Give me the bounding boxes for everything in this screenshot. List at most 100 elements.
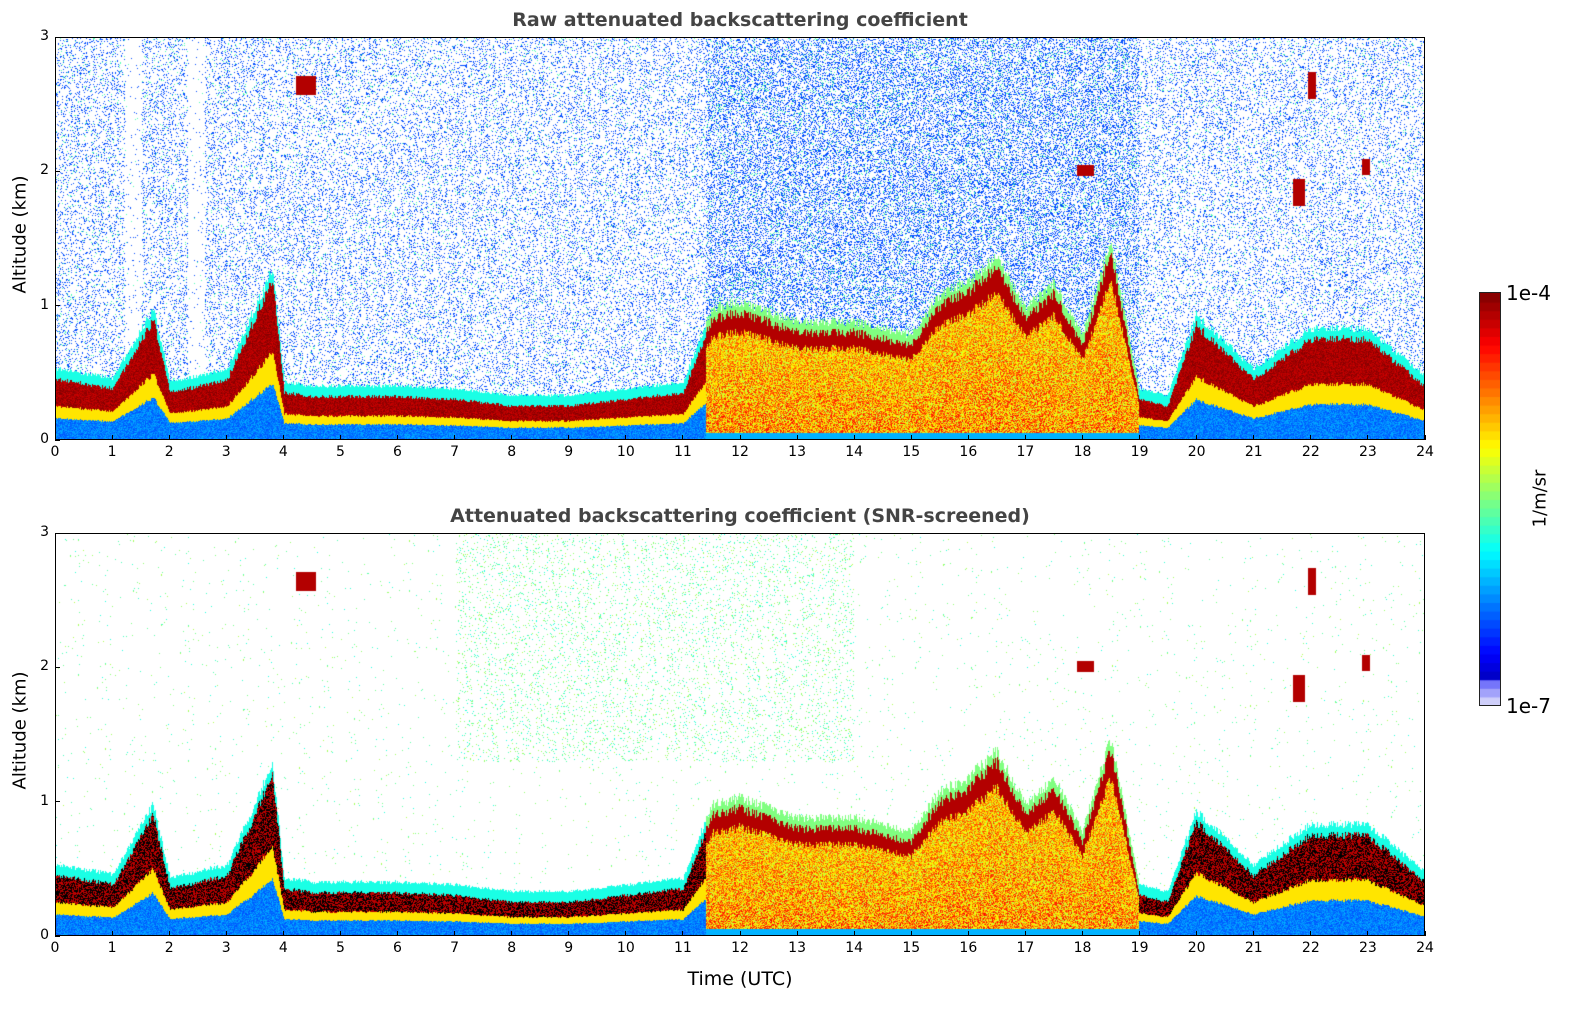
x-tick-mark bbox=[54, 435, 56, 440]
x-tick-label: 15 bbox=[902, 444, 921, 460]
x-tick-label: 24 bbox=[1416, 444, 1434, 460]
x-tick-label: 7 bbox=[450, 940, 460, 956]
raw-backscatter-panel bbox=[55, 37, 1425, 440]
x-tick-mark bbox=[625, 435, 627, 440]
bottom-y-axis-label: Altitude (km) bbox=[9, 671, 31, 790]
y-tick-label: 1 bbox=[40, 792, 49, 809]
x-tick-label: 6 bbox=[393, 940, 402, 956]
x-tick-mark bbox=[910, 931, 912, 936]
y-tick-label: 0 bbox=[40, 431, 49, 447]
y-tick-mark bbox=[55, 439, 60, 441]
x-tick-label: 8 bbox=[507, 444, 517, 460]
snr-screened-backscatter-heatmap bbox=[56, 534, 1424, 935]
x-tick-mark bbox=[111, 931, 113, 936]
y-tick-label: 1 bbox=[40, 296, 49, 313]
x-tick-label: 4 bbox=[278, 444, 288, 460]
x-tick-label: 7 bbox=[450, 444, 460, 460]
x-tick-label: 9 bbox=[564, 444, 574, 460]
x-tick-label: 1 bbox=[107, 940, 117, 956]
y-tick-mark bbox=[55, 935, 60, 937]
x-tick-label: 13 bbox=[788, 940, 806, 956]
x-tick-label: 22 bbox=[1301, 444, 1320, 460]
x-tick-mark bbox=[739, 931, 741, 936]
x-tick-mark bbox=[54, 931, 56, 936]
x-tick-label: 18 bbox=[1073, 940, 1092, 956]
x-tick-label: 13 bbox=[788, 444, 806, 460]
x-tick-mark bbox=[397, 435, 398, 440]
x-tick-mark bbox=[910, 435, 912, 440]
x-tick-label: 2 bbox=[164, 940, 174, 956]
x-tick-label: 5 bbox=[335, 444, 345, 460]
x-tick-mark bbox=[168, 931, 170, 936]
x-tick-mark bbox=[339, 435, 341, 440]
x-tick-mark bbox=[967, 931, 969, 936]
x-tick-mark bbox=[282, 931, 284, 936]
x-axis-label: Time (UTC) bbox=[687, 968, 793, 990]
y-tick-mark bbox=[55, 801, 60, 803]
x-tick-mark bbox=[1310, 435, 1312, 440]
x-tick-mark bbox=[1082, 435, 1083, 440]
x-tick-label: 20 bbox=[1187, 940, 1206, 956]
colorbar-unit-label: 1/m/sr bbox=[1529, 469, 1551, 528]
x-tick-label: 12 bbox=[731, 444, 749, 460]
x-tick-label: 11 bbox=[673, 444, 692, 460]
x-tick-label: 21 bbox=[1244, 444, 1263, 460]
y-tick-mark bbox=[55, 36, 60, 38]
x-tick-mark bbox=[511, 435, 513, 440]
x-tick-mark bbox=[796, 931, 798, 936]
x-tick-label: 0 bbox=[50, 444, 60, 460]
x-tick-label: 9 bbox=[564, 940, 574, 956]
top-y-axis-label: Altitude (km) bbox=[9, 175, 31, 294]
y-tick-label: 0 bbox=[40, 927, 49, 943]
x-tick-label: 10 bbox=[616, 940, 635, 956]
x-tick-label: 11 bbox=[673, 940, 692, 956]
x-tick-mark bbox=[225, 435, 227, 440]
x-tick-label: 16 bbox=[959, 444, 978, 460]
x-tick-label: 16 bbox=[959, 940, 978, 956]
colorbar-min-label: 1e-7 bbox=[1506, 694, 1551, 718]
x-tick-label: 23 bbox=[1358, 940, 1377, 956]
raw-backscatter-heatmap bbox=[56, 38, 1424, 439]
y-tick-label: 2 bbox=[40, 162, 49, 179]
x-tick-label: 20 bbox=[1187, 444, 1206, 460]
y-tick-mark bbox=[55, 666, 60, 668]
x-tick-mark bbox=[1139, 435, 1141, 440]
x-tick-mark bbox=[853, 931, 855, 936]
x-tick-mark bbox=[1196, 931, 1198, 936]
x-tick-mark bbox=[1196, 435, 1198, 440]
top-chart-title: Raw attenuated backscattering coefficien… bbox=[512, 9, 968, 31]
x-tick-label: 19 bbox=[1130, 940, 1149, 956]
x-tick-mark bbox=[1424, 931, 1426, 936]
x-tick-mark bbox=[111, 435, 113, 440]
x-tick-mark bbox=[796, 435, 798, 440]
x-tick-label: 0 bbox=[50, 940, 60, 956]
x-tick-mark bbox=[1424, 435, 1426, 440]
x-tick-mark bbox=[1367, 931, 1369, 936]
x-tick-mark bbox=[853, 435, 855, 440]
x-tick-mark bbox=[1310, 931, 1312, 936]
x-tick-mark bbox=[1139, 931, 1141, 936]
x-tick-label: 3 bbox=[221, 940, 231, 956]
y-tick-label: 3 bbox=[40, 28, 49, 44]
x-tick-mark bbox=[1082, 931, 1083, 936]
x-tick-label: 19 bbox=[1130, 444, 1149, 460]
x-tick-label: 17 bbox=[1016, 444, 1035, 460]
y-tick-mark bbox=[55, 305, 60, 307]
y-tick-label: 3 bbox=[40, 524, 49, 540]
x-tick-mark bbox=[454, 435, 456, 440]
colorbar bbox=[1479, 292, 1501, 706]
y-tick-mark bbox=[55, 532, 60, 534]
x-tick-label: 3 bbox=[221, 444, 231, 460]
x-tick-mark bbox=[282, 435, 284, 440]
y-tick-label: 2 bbox=[40, 658, 49, 675]
x-tick-mark bbox=[225, 931, 227, 936]
x-tick-label: 24 bbox=[1416, 940, 1434, 956]
x-tick-mark bbox=[168, 435, 170, 440]
x-tick-mark bbox=[682, 931, 684, 936]
x-tick-label: 4 bbox=[278, 940, 288, 956]
x-tick-label: 23 bbox=[1358, 444, 1377, 460]
x-tick-mark bbox=[339, 931, 341, 936]
x-tick-mark bbox=[1253, 931, 1255, 936]
x-tick-label: 15 bbox=[902, 940, 921, 956]
x-tick-mark bbox=[568, 931, 570, 936]
